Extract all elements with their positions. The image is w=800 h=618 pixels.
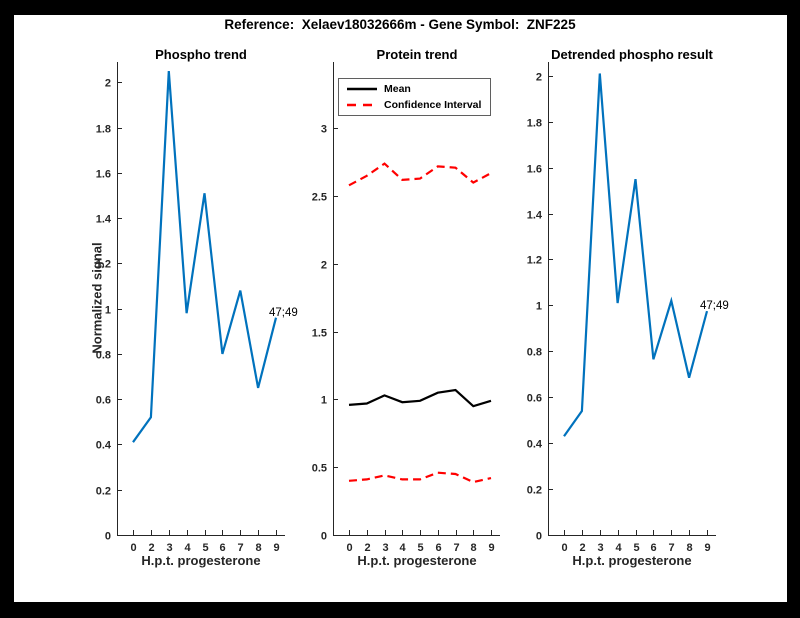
y-tick-label: 1.4 xyxy=(96,214,112,226)
y-tick-label: 0 xyxy=(321,531,327,543)
x-tick-label: 9 xyxy=(488,542,494,554)
x-tick-label: 6 xyxy=(435,542,441,554)
y-tick-label: 0.8 xyxy=(96,350,111,362)
y-tick-label: 0 xyxy=(536,531,542,543)
subplot-title-phospho-trend: Phospho trend xyxy=(155,47,247,62)
subplot-title-protein-trend: Protein trend xyxy=(376,47,458,62)
x-tick-label: 4 xyxy=(184,542,191,554)
legend-item-confidence-interval: Confidence Interval xyxy=(347,98,490,112)
series-confidence-interval-upper xyxy=(348,162,492,187)
y-tick-label: 0.5 xyxy=(312,463,327,475)
x-tick-label: 6 xyxy=(219,542,225,554)
y-tick-label: 1.5 xyxy=(312,328,327,340)
series-detrended-phospho-signal xyxy=(563,73,709,437)
x-tick-label: 2 xyxy=(579,542,585,554)
y-tick-label: 1.8 xyxy=(527,118,542,130)
y-tick-label: 2 xyxy=(105,78,111,90)
legend-line-sample-confidence-interval xyxy=(347,104,377,107)
x-tick-label: 4 xyxy=(399,542,406,554)
x-tick-label: 3 xyxy=(382,542,388,554)
legend-line-sample-mean xyxy=(347,87,377,90)
x-tick-label: 5 xyxy=(633,542,639,554)
x-tick-label: 8 xyxy=(470,542,476,554)
x-tick-label: 5 xyxy=(417,542,423,554)
data-label-phospho-trend: 47;49 xyxy=(269,306,298,319)
x-tick-label: 7 xyxy=(453,542,459,554)
x-tick-label: 9 xyxy=(273,542,279,554)
legend-label-mean: Mean xyxy=(384,82,411,95)
y-tick-label: 1.8 xyxy=(96,124,111,136)
y-tick-label: 3 xyxy=(321,124,327,136)
x-tick-label: 7 xyxy=(237,542,243,554)
y-tick-label: 1.2 xyxy=(527,255,542,267)
x-tick-label: 5 xyxy=(202,542,208,554)
legend-label-confidence-interval: Confidence Interval xyxy=(384,99,482,112)
y-tick-label: 1.6 xyxy=(96,169,111,181)
subplot-detrended-phospho-result: 00.20.40.60.811.21.41.61.820 2 3 4 5 6 7 8 9 xyxy=(527,62,716,554)
y-tick-label: 2.5 xyxy=(312,192,327,204)
x-tick-label: 6 xyxy=(650,542,656,554)
series-phospho-signal xyxy=(132,71,278,443)
series-mean xyxy=(348,388,492,408)
x-tick-label: 8 xyxy=(686,542,692,554)
y-tick-label: 1.6 xyxy=(527,164,542,176)
x-tick-label: 7 xyxy=(668,542,674,554)
y-tick-label: 0.4 xyxy=(527,439,543,451)
x-tick-label: 0 xyxy=(561,542,567,554)
y-tick-label: 0.6 xyxy=(527,393,542,405)
y-tick-label: 1.2 xyxy=(96,259,111,271)
x-axis-label-detrended-phospho: H.p.t. progesterone xyxy=(572,553,692,568)
series-confidence-interval-lower xyxy=(348,471,492,484)
x-axis-label-protein-trend: H.p.t. progesterone xyxy=(357,553,477,568)
subplot-title-detrended-phospho: Detrended phospho result xyxy=(551,47,713,62)
x-axis-label-phospho-trend: H.p.t. progesterone xyxy=(141,553,261,568)
y-tick-label: 0.4 xyxy=(96,440,112,452)
y-tick-label: 1 xyxy=(105,305,111,317)
subplot-phospho-trend: 00.20.40.60.811.21.41.61.820 2 3 4 5 6 7 8 9 xyxy=(96,62,285,554)
y-tick-label: 1.4 xyxy=(527,210,543,222)
y-tick-label: 0.6 xyxy=(96,395,111,407)
y-tick-label: 2 xyxy=(321,260,327,272)
y-tick-label: 1 xyxy=(321,395,327,407)
legend-item-mean: Mean xyxy=(347,82,490,96)
x-tick-label: 3 xyxy=(597,542,603,554)
data-label-detrended-phospho: 47;49 xyxy=(700,300,729,313)
x-tick-label: 2 xyxy=(364,542,370,554)
x-tick-label: 0 xyxy=(130,542,136,554)
subplot-protein-trend: 00.511.522.530 2 3 4 5 6 7 8 9 xyxy=(312,62,500,554)
y-tick-label: 2 xyxy=(536,72,542,84)
x-tick-label: 4 xyxy=(615,542,622,554)
y-tick-label: 0.2 xyxy=(527,485,542,497)
x-tick-label: 2 xyxy=(148,542,154,554)
y-tick-label: 0.2 xyxy=(96,486,111,498)
x-tick-label: 3 xyxy=(166,542,172,554)
y-tick-label: 0 xyxy=(105,531,111,543)
figure-title: Reference: Xelaev18032666m - Gene Symbol… xyxy=(224,17,576,32)
x-tick-label: 9 xyxy=(704,542,710,554)
y-tick-label: 1 xyxy=(536,301,542,313)
x-tick-label: 0 xyxy=(346,542,352,554)
x-tick-label: 8 xyxy=(255,542,261,554)
y-tick-label: 0.8 xyxy=(527,347,542,359)
legend: Mean Confidence Interval xyxy=(338,78,491,116)
